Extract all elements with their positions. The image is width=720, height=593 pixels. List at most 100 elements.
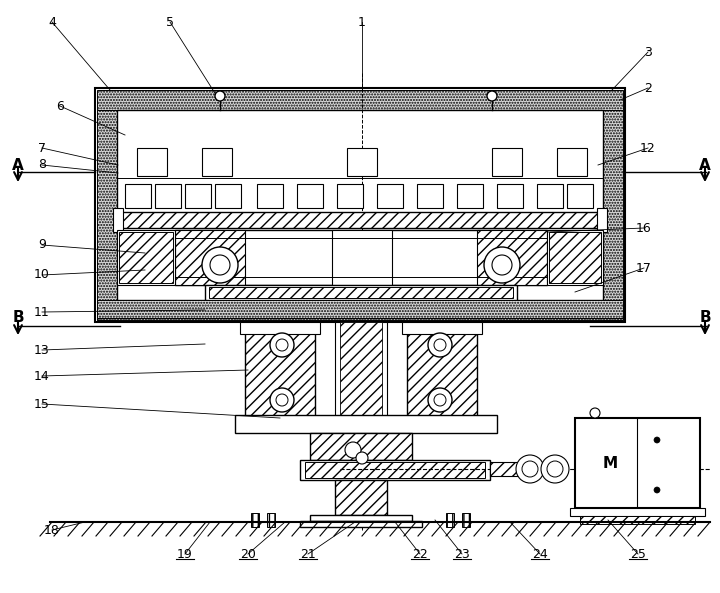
- Bar: [335, 480, 387, 515]
- Text: 5: 5: [166, 15, 174, 28]
- Bar: [492, 148, 522, 176]
- Bar: [215, 184, 241, 208]
- Text: 20: 20: [240, 547, 256, 560]
- Text: 9: 9: [38, 238, 46, 251]
- Circle shape: [541, 455, 569, 483]
- Bar: [240, 322, 320, 334]
- Circle shape: [210, 255, 230, 275]
- Bar: [407, 322, 477, 430]
- Bar: [97, 300, 623, 318]
- Bar: [553, 462, 561, 476]
- Bar: [257, 184, 283, 208]
- Bar: [310, 433, 412, 460]
- Bar: [205, 285, 517, 300]
- Text: 2: 2: [644, 81, 652, 94]
- Bar: [549, 232, 601, 283]
- Text: 15: 15: [34, 397, 50, 410]
- Bar: [209, 287, 513, 298]
- Bar: [202, 148, 232, 176]
- Text: 17: 17: [636, 262, 652, 275]
- Circle shape: [487, 91, 497, 101]
- Circle shape: [492, 255, 512, 275]
- Circle shape: [547, 461, 563, 477]
- Text: 4: 4: [48, 15, 56, 28]
- Circle shape: [428, 388, 452, 412]
- Circle shape: [516, 455, 544, 483]
- Bar: [335, 322, 387, 430]
- Bar: [95, 88, 625, 322]
- Bar: [417, 184, 443, 208]
- Circle shape: [215, 91, 225, 101]
- Circle shape: [356, 452, 368, 464]
- Circle shape: [654, 487, 660, 493]
- Bar: [518, 462, 526, 476]
- Bar: [477, 230, 547, 285]
- Text: 25: 25: [630, 547, 646, 560]
- Bar: [347, 148, 377, 176]
- Text: 10: 10: [34, 269, 50, 282]
- Bar: [97, 302, 623, 320]
- Text: B: B: [12, 310, 24, 325]
- Text: 3: 3: [644, 46, 652, 59]
- Bar: [567, 184, 593, 208]
- Bar: [462, 513, 470, 527]
- Bar: [310, 515, 412, 521]
- Bar: [377, 184, 403, 208]
- Text: M: M: [603, 455, 618, 470]
- Text: B: B: [699, 310, 711, 325]
- Bar: [97, 110, 117, 320]
- Circle shape: [654, 437, 660, 443]
- Text: 23: 23: [454, 547, 470, 560]
- Bar: [240, 418, 320, 430]
- Text: 1: 1: [358, 15, 366, 28]
- Bar: [245, 322, 315, 430]
- Bar: [119, 212, 601, 228]
- Text: 7: 7: [38, 142, 46, 155]
- Bar: [117, 110, 603, 300]
- Circle shape: [522, 461, 538, 477]
- Circle shape: [276, 394, 288, 406]
- Bar: [300, 521, 422, 527]
- Bar: [547, 230, 603, 285]
- Bar: [97, 90, 623, 110]
- Bar: [235, 415, 497, 433]
- Bar: [175, 230, 245, 285]
- Bar: [337, 184, 363, 208]
- Text: 21: 21: [300, 547, 316, 560]
- Circle shape: [270, 333, 294, 357]
- Bar: [185, 184, 211, 208]
- Bar: [497, 184, 523, 208]
- Bar: [117, 230, 175, 285]
- Text: 19: 19: [177, 547, 193, 560]
- Circle shape: [428, 333, 452, 357]
- Bar: [603, 110, 623, 320]
- Text: A: A: [699, 158, 711, 173]
- Bar: [137, 148, 167, 176]
- Bar: [113, 208, 123, 232]
- Text: 13: 13: [34, 343, 50, 356]
- Text: 22: 22: [412, 547, 428, 560]
- Bar: [125, 184, 151, 208]
- Text: 6: 6: [56, 100, 64, 113]
- Bar: [267, 513, 275, 527]
- Bar: [251, 513, 259, 527]
- Circle shape: [434, 339, 446, 351]
- Bar: [297, 184, 323, 208]
- Text: 24: 24: [532, 547, 548, 560]
- Bar: [155, 184, 181, 208]
- Circle shape: [202, 247, 238, 283]
- Circle shape: [434, 394, 446, 406]
- Bar: [119, 232, 173, 283]
- Bar: [446, 513, 454, 527]
- Bar: [490, 462, 540, 476]
- Circle shape: [345, 442, 361, 458]
- Bar: [575, 418, 700, 508]
- Bar: [402, 418, 482, 430]
- Bar: [300, 460, 490, 480]
- Text: 8: 8: [38, 158, 46, 171]
- Text: 14: 14: [34, 369, 50, 382]
- Text: A: A: [12, 158, 24, 173]
- Bar: [457, 184, 483, 208]
- Bar: [597, 208, 607, 232]
- Circle shape: [276, 339, 288, 351]
